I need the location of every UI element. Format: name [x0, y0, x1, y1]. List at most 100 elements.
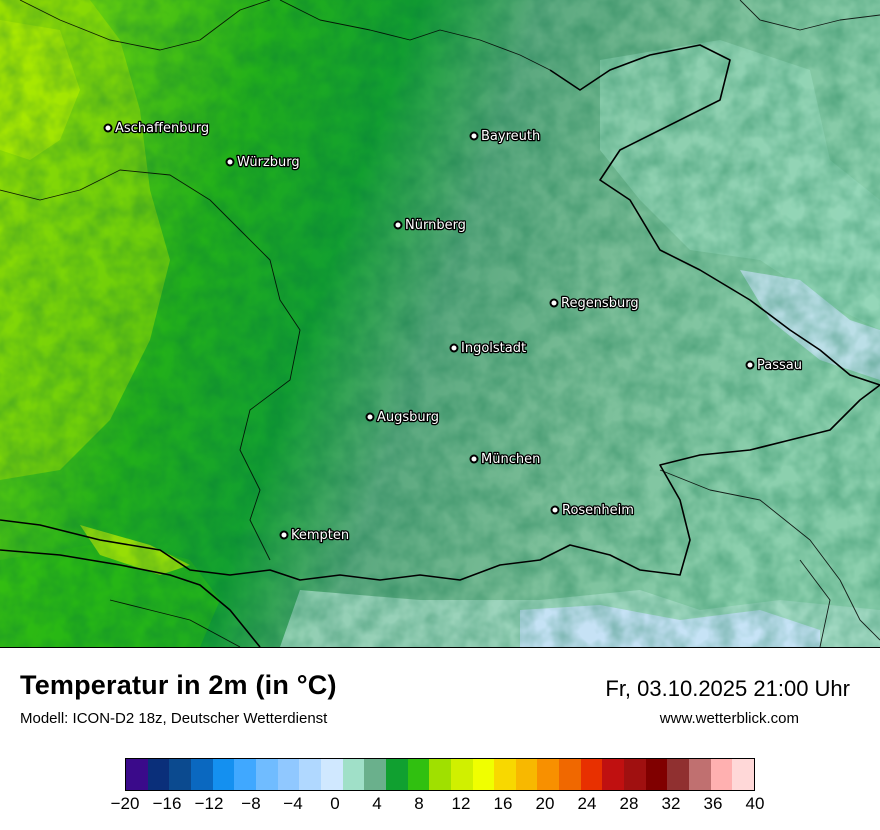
city-label: Bayreuth [481, 129, 540, 144]
city-dot [225, 157, 235, 167]
legend-swatch [212, 759, 235, 790]
border-czech [549, 44, 880, 386]
city-dot [279, 530, 289, 540]
legend-swatch [147, 759, 170, 790]
border-austria [0, 384, 880, 581]
legend-swatch [234, 759, 256, 790]
city-label: Würzburg [237, 155, 300, 170]
city-dot [550, 505, 560, 515]
city-label: Aschaffenburg [115, 121, 209, 136]
legend-swatch [277, 759, 300, 790]
legend-swatch [494, 759, 516, 790]
city-wrzburg[interactable]: Würzburg [225, 154, 301, 171]
state-borders [0, 0, 880, 647]
border-bavaria-west [0, 169, 301, 561]
city-rosenheim[interactable]: Rosenheim [550, 502, 635, 519]
city-augsburg[interactable]: Augsburg [365, 409, 440, 426]
chart-title: Temperatur in 2m (in °C) [20, 670, 337, 700]
legend-swatch [407, 759, 430, 790]
country-borders [0, 44, 880, 647]
legend-tick-label: 28 [619, 794, 639, 813]
legend-swatch [732, 759, 755, 790]
city-label: Regensburg [561, 296, 639, 311]
legend-swatch [385, 759, 408, 790]
border-switzerland [0, 549, 261, 647]
city-dot [549, 298, 559, 308]
legend-tick-label: −8 [241, 794, 261, 813]
legend-swatch [667, 759, 690, 790]
city-mnchen[interactable]: München [469, 451, 542, 468]
city-markers: Aschaffenburg Würzburg Bayreuth Nürnberg Reg… [103, 120, 803, 544]
city-dot [449, 343, 459, 353]
legend-tick-label: 4 [372, 794, 382, 813]
border-vorarlberg [109, 599, 241, 647]
legend-tick-label: 20 [535, 794, 555, 813]
legend-tick-label: 8 [414, 794, 424, 813]
city-label: Nürnberg [405, 218, 466, 233]
city-dot [745, 360, 755, 370]
temperature-texture [0, 0, 880, 647]
legend-swatch [255, 759, 278, 790]
border-bavaria-north [19, 0, 271, 51]
border-salzburg [799, 559, 831, 647]
city-label: Passau [757, 358, 802, 373]
legend-tick-label: 16 [493, 794, 513, 813]
legend-swatch [299, 759, 321, 790]
legend-swatch [515, 759, 538, 790]
legend-swatch [559, 759, 581, 790]
legend-swatch [624, 759, 646, 790]
border-austria-states [659, 469, 880, 641]
legend-swatch [710, 759, 733, 790]
legend-tick-label: 40 [745, 794, 765, 813]
legend-tick-label: 12 [451, 794, 471, 813]
city-label: Rosenheim [562, 503, 634, 518]
city-kempten[interactable]: Kempten [279, 527, 350, 544]
city-label: München [481, 452, 540, 467]
legend-swatch [645, 759, 668, 790]
legend-swatch [364, 759, 386, 790]
legend-swatch [169, 759, 191, 790]
legend-tick-label: −12 [194, 794, 224, 813]
legend-color-bar [125, 758, 755, 791]
website-link[interactable]: www.wetterblick.com [659, 710, 799, 727]
city-dot [469, 131, 479, 141]
legend-swatch [472, 759, 495, 790]
color-legend: −20 −16 −12 −8 −4 0 4 8 12 16 20 24 28 32 36 40 [110, 752, 770, 822]
city-ingolstadt[interactable]: Ingolstadt [449, 340, 527, 357]
city-dot [469, 454, 479, 464]
legend-swatch [342, 759, 365, 790]
city-nrnberg[interactable]: Nürnberg [393, 217, 467, 234]
legend-swatch [429, 759, 451, 790]
legend-swatch [126, 759, 148, 790]
legend-swatch [320, 759, 343, 790]
legend-tick-label: 24 [577, 794, 597, 813]
legend-tick-label: −16 [152, 794, 182, 813]
city-aschaffenburg[interactable]: Aschaffenburg [103, 120, 210, 137]
city-dot [103, 123, 113, 133]
border-saxony [739, 0, 880, 31]
border-thuringia [279, 0, 551, 71]
city-dot [365, 412, 375, 422]
legend-tick-label: 32 [661, 794, 681, 813]
city-bayreuth[interactable]: Bayreuth [469, 128, 542, 145]
city-passau[interactable]: Passau [745, 357, 803, 374]
city-label: Kempten [291, 528, 349, 543]
legend-swatch [602, 759, 625, 790]
city-label: Augsburg [377, 410, 439, 425]
forecast-datetime: Fr, 03.10.2025 21:00 Uhr [605, 676, 850, 701]
legend-tick-label: −4 [283, 794, 303, 813]
city-regensburg[interactable]: Regensburg [549, 295, 640, 312]
temperature-map[interactable]: Aschaffenburg Würzburg Bayreuth Nürnberg Reg… [0, 0, 880, 648]
city-dot [393, 220, 403, 230]
legend-tick-label: 0 [330, 794, 340, 813]
legend-swatch [580, 759, 603, 790]
legend-swatch [689, 759, 711, 790]
legend-swatch [190, 759, 213, 790]
legend-tick-label: 36 [703, 794, 723, 813]
temperature-map-svg: Aschaffenburg Würzburg Bayreuth Nürnberg Reg… [0, 0, 880, 647]
city-label: Ingolstadt [461, 341, 526, 356]
model-subtitle: Modell: ICON-D2 18z, Deutscher Wetterdie… [20, 710, 328, 727]
legend-swatch [450, 759, 473, 790]
legend-swatch [537, 759, 560, 790]
legend-tick-label: −20 [110, 794, 140, 813]
